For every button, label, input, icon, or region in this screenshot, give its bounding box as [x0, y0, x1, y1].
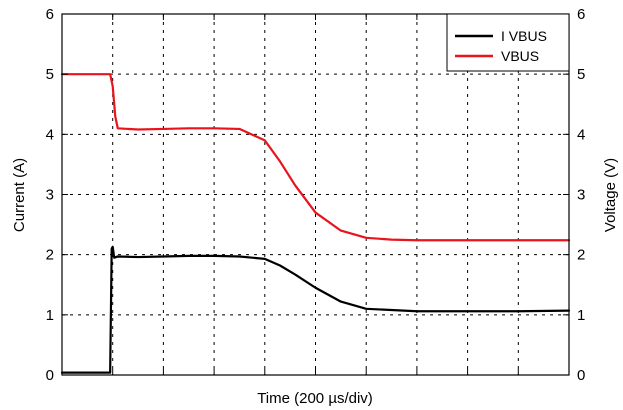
legend: I VBUS VBUS [446, 13, 570, 72]
y-tick-label-left: 3 [46, 187, 54, 204]
y-tick-label-right: 6 [577, 6, 585, 23]
series-line-i-vbus [60, 245, 571, 374]
y-tick-label-right: 2 [577, 247, 585, 264]
y-tick-label-right: 3 [577, 187, 585, 204]
y-tick-label-right: 0 [577, 367, 585, 384]
tick-labels: 0 0 1 1 2 2 3 3 4 4 5 5 6 6 [46, 6, 586, 384]
legend-label-i-vbus: I VBUS [501, 28, 547, 44]
y-tick-label-left: 6 [46, 6, 54, 23]
series-line-vbus [60, 73, 571, 242]
ticks [62, 14, 569, 375]
y-axis-title-left: Current (A) [11, 158, 28, 232]
y-axis-title-right: Voltage (V) [602, 158, 619, 232]
series-group [60, 73, 571, 374]
y-tick-label-right: 5 [577, 66, 585, 83]
y-tick-label-left: 1 [46, 307, 54, 324]
legend-box [446, 13, 570, 72]
y-tick-label-left: 0 [46, 367, 54, 384]
y-tick-label-left: 4 [46, 126, 54, 143]
y-tick-label-left: 2 [46, 247, 54, 264]
y-tick-label-right: 1 [577, 307, 585, 324]
plot-background [62, 14, 569, 375]
legend-label-vbus: VBUS [501, 48, 539, 64]
y-tick-label-right: 4 [577, 126, 585, 143]
x-axis-title: Time (200 µs/div) [257, 390, 373, 407]
y-tick-label-left: 5 [46, 66, 54, 83]
